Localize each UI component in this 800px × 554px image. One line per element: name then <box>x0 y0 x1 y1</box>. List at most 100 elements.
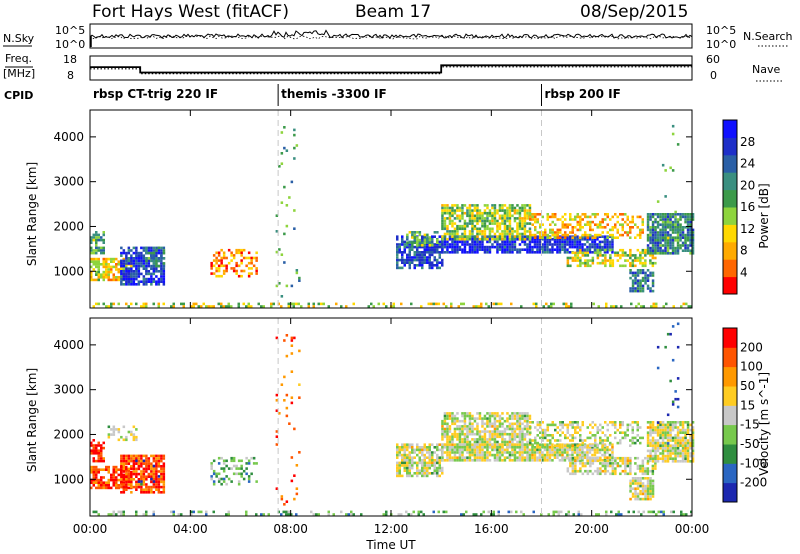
data-cell <box>684 457 687 460</box>
data-cell <box>671 452 675 455</box>
colorbar-swatch <box>723 172 737 191</box>
data-cell <box>145 280 148 283</box>
data-cell <box>471 209 474 212</box>
data-cell <box>691 233 695 237</box>
data-cell <box>282 510 285 514</box>
data-cell <box>586 264 590 268</box>
data-cell <box>681 449 685 453</box>
data-cell <box>500 302 503 306</box>
data-cell <box>684 428 687 432</box>
data-cell <box>634 490 637 493</box>
data-cell <box>473 206 477 210</box>
data-cell <box>671 447 675 450</box>
data-cell <box>408 245 411 249</box>
data-cell <box>636 439 639 442</box>
data-cell <box>232 472 236 476</box>
data-cell <box>112 484 115 487</box>
data-cell <box>611 259 615 262</box>
data-cell <box>92 452 95 455</box>
data-cell <box>646 454 650 458</box>
data-cell <box>478 430 482 433</box>
y-tick-label: 2000 <box>53 427 84 441</box>
data-cell <box>561 223 564 226</box>
data-cell <box>428 241 432 244</box>
data-cell <box>686 228 690 232</box>
data-cell <box>411 443 414 446</box>
data-cell <box>573 240 577 244</box>
data-cell <box>676 452 680 455</box>
data-cell <box>471 217 474 220</box>
data-cell <box>545 302 548 306</box>
data-cell <box>535 305 538 308</box>
data-cell <box>664 218 667 221</box>
data-cell <box>641 482 645 485</box>
data-cell <box>147 488 151 491</box>
data-cell <box>534 215 537 219</box>
data-cell <box>540 513 543 516</box>
data-cell <box>651 472 655 476</box>
data-cell <box>403 258 406 262</box>
data-cell <box>468 414 472 418</box>
data-cell <box>152 464 156 468</box>
data-cell <box>631 279 635 282</box>
data-cell <box>606 436 609 440</box>
data-cell <box>92 449 95 452</box>
data-cell <box>680 510 683 514</box>
data-cell <box>621 213 624 216</box>
data-cell <box>599 469 602 473</box>
data-cell <box>476 453 479 457</box>
data-cell <box>523 445 527 449</box>
data-cell <box>100 238 103 242</box>
data-cell <box>127 457 131 460</box>
data-cell <box>586 453 589 457</box>
data-cell <box>481 417 484 420</box>
data-cell <box>508 427 512 431</box>
data-cell <box>145 475 148 478</box>
data-cell <box>132 264 136 268</box>
data-cell <box>137 251 141 255</box>
data-cell <box>513 209 517 212</box>
data-cell <box>629 289 632 293</box>
data-cell <box>486 412 489 415</box>
data-cell <box>581 233 584 237</box>
data-cell <box>293 128 296 132</box>
data-cell <box>601 469 605 473</box>
data-cell <box>619 426 622 429</box>
data-cell <box>561 233 564 237</box>
data-cell <box>646 279 650 282</box>
data-cell <box>441 427 444 431</box>
data-cell <box>516 427 519 431</box>
data-cell <box>100 446 103 450</box>
data-cell <box>247 305 250 308</box>
data-cell <box>157 454 161 458</box>
data-cell <box>473 237 477 241</box>
data-cell <box>488 232 492 236</box>
data-cell <box>629 490 632 493</box>
data-cell <box>641 459 645 463</box>
data-cell <box>433 248 436 251</box>
data-cell <box>624 456 627 460</box>
data-cell <box>574 233 577 237</box>
data-cell <box>523 456 527 459</box>
data-cell <box>107 270 110 274</box>
data-cell <box>127 470 131 473</box>
data-cell <box>230 305 233 308</box>
data-cell <box>578 243 582 246</box>
data-cell <box>583 243 587 246</box>
data-cell <box>125 272 128 276</box>
data-cell <box>674 223 677 226</box>
data-cell <box>120 468 123 471</box>
data-cell <box>177 513 180 516</box>
data-cell <box>466 435 469 439</box>
data-cell <box>586 251 590 255</box>
data-cell <box>446 240 449 244</box>
data-cell <box>644 259 647 262</box>
data-cell <box>162 251 166 255</box>
data-cell <box>606 245 609 249</box>
data-cell <box>155 246 158 250</box>
data-cell <box>681 436 685 440</box>
data-cell <box>406 261 409 264</box>
data-cell <box>160 465 163 468</box>
data-cell <box>127 249 131 252</box>
data-cell <box>686 213 690 216</box>
